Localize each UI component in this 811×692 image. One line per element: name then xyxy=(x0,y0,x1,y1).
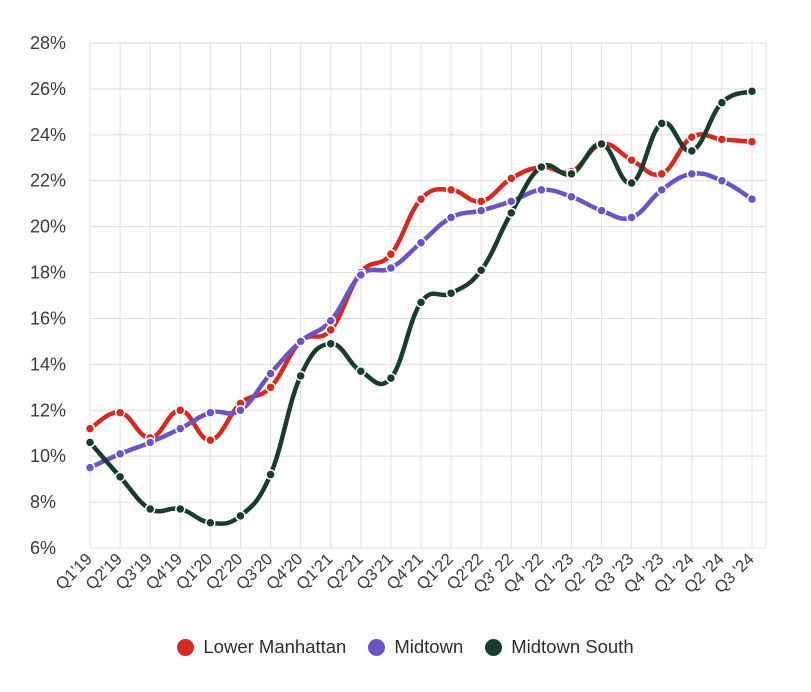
y-tick-label: 20% xyxy=(30,217,66,237)
data-point-midtown-south[interactable] xyxy=(114,471,126,483)
data-point-midtown[interactable] xyxy=(445,212,457,223)
data-point-midtown-south[interactable] xyxy=(205,517,216,528)
data-point-midtown-south[interactable] xyxy=(626,177,637,189)
data-point-midtown[interactable] xyxy=(295,336,306,347)
data-point-midtown-south[interactable] xyxy=(686,145,698,157)
data-point-lower-manhattan[interactable] xyxy=(626,154,637,166)
data-point-midtown[interactable] xyxy=(144,437,156,448)
data-point-midtown[interactable] xyxy=(325,315,336,326)
y-tick-label: 12% xyxy=(30,400,66,420)
data-point-midtown[interactable] xyxy=(114,448,126,460)
y-tick-label: 6% xyxy=(30,538,56,558)
y-tick-label: 18% xyxy=(30,263,66,283)
data-point-midtown[interactable] xyxy=(656,184,667,196)
data-point-midtown-south[interactable] xyxy=(656,118,667,129)
data-point-midtown[interactable] xyxy=(746,193,758,205)
y-tick-label: 22% xyxy=(30,171,66,191)
legend-marker-midtown-south xyxy=(485,638,503,656)
legend-label-midtown: Midtown xyxy=(394,636,464,657)
data-point-midtown-south[interactable] xyxy=(475,265,487,276)
legend-label-midtown-south: Midtown South xyxy=(511,636,634,657)
data-point-midtown-south[interactable] xyxy=(445,287,457,299)
data-point-midtown[interactable] xyxy=(265,368,276,379)
data-point-midtown[interactable] xyxy=(686,168,698,180)
data-point-midtown[interactable] xyxy=(626,212,637,223)
legend-item-midtown-south[interactable]: Midtown South xyxy=(485,636,634,658)
data-point-lower-manhattan[interactable] xyxy=(506,173,517,184)
data-point-midtown-south[interactable] xyxy=(175,503,186,515)
legend-item-midtown[interactable]: Midtown xyxy=(368,636,463,658)
data-point-midtown-south[interactable] xyxy=(84,437,96,448)
data-point-midtown-south[interactable] xyxy=(235,510,246,522)
data-point-midtown-south[interactable] xyxy=(716,97,728,108)
y-tick-label: 28% xyxy=(30,33,66,53)
data-point-midtown[interactable] xyxy=(506,196,517,207)
data-point-lower-manhattan[interactable] xyxy=(656,168,667,180)
data-point-midtown-south[interactable] xyxy=(325,338,336,349)
data-point-midtown[interactable] xyxy=(566,191,577,203)
data-point-midtown[interactable] xyxy=(84,462,96,473)
data-point-lower-manhattan[interactable] xyxy=(84,423,96,434)
series-points xyxy=(84,85,758,528)
data-point-lower-manhattan[interactable] xyxy=(175,405,186,416)
y-tick-label: 8% xyxy=(30,492,56,512)
data-point-midtown[interactable] xyxy=(235,405,246,416)
data-point-lower-manhattan[interactable] xyxy=(114,407,126,418)
data-point-lower-manhattan[interactable] xyxy=(385,248,397,260)
data-point-midtown[interactable] xyxy=(716,175,728,186)
legend-label-lower-manhattan: Lower Manhattan xyxy=(203,636,347,657)
data-point-midtown-south[interactable] xyxy=(536,161,547,173)
data-point-midtown-south[interactable] xyxy=(566,168,577,180)
data-point-midtown[interactable] xyxy=(205,407,216,418)
data-point-midtown-south[interactable] xyxy=(355,366,367,377)
legend-marker-midtown xyxy=(368,638,386,656)
data-point-midtown-south[interactable] xyxy=(144,503,156,515)
data-point-midtown[interactable] xyxy=(596,205,607,216)
data-point-lower-manhattan[interactable] xyxy=(205,434,216,446)
y-axis-tick-labels: 6% 8% 10% 12% 14% 16% 18% 20% 22% 24% 26% 28% xyxy=(30,33,66,558)
y-tick-label: 14% xyxy=(30,354,66,374)
data-point-midtown-south[interactable] xyxy=(295,370,306,382)
data-point-midtown[interactable] xyxy=(385,262,397,274)
data-point-midtown[interactable] xyxy=(175,423,186,434)
legend: Lower Manhattan Midtown Midtown South xyxy=(0,636,811,658)
legend-item-lower-manhattan[interactable]: Lower Manhattan xyxy=(177,636,346,658)
y-tick-label: 16% xyxy=(30,308,66,328)
data-point-midtown-south[interactable] xyxy=(415,297,427,308)
data-point-midtown[interactable] xyxy=(475,205,487,216)
data-point-lower-manhattan[interactable] xyxy=(686,131,698,143)
data-point-lower-manhattan[interactable] xyxy=(445,184,457,196)
data-point-midtown-south[interactable] xyxy=(265,469,276,480)
legend-marker-lower-manhattan xyxy=(177,638,195,656)
data-point-lower-manhattan[interactable] xyxy=(475,196,487,207)
y-tick-label: 24% xyxy=(30,125,66,145)
line-chart: 6% 8% 10% 12% 14% 16% 18% 20% 22% 24% 26% 28% Q1'19… xyxy=(30,33,767,597)
y-tick-label: 26% xyxy=(30,79,66,99)
data-point-midtown-south[interactable] xyxy=(596,138,607,150)
data-point-midtown[interactable] xyxy=(536,184,547,196)
data-point-lower-manhattan[interactable] xyxy=(415,193,427,205)
data-point-lower-manhattan[interactable] xyxy=(716,134,728,145)
data-point-lower-manhattan[interactable] xyxy=(325,324,336,336)
data-point-midtown-south[interactable] xyxy=(746,85,758,97)
x-axis-tick-labels: Q1'19Q2'19Q3'19Q4'19Q1'20Q2'20Q3'20Q4'20… xyxy=(52,550,757,597)
y-tick-label: 10% xyxy=(30,446,66,466)
data-point-midtown-south[interactable] xyxy=(506,207,517,219)
data-point-midtown[interactable] xyxy=(415,237,427,248)
data-point-midtown-south[interactable] xyxy=(385,372,397,384)
data-point-lower-manhattan[interactable] xyxy=(746,136,758,147)
data-point-midtown[interactable] xyxy=(355,269,367,281)
data-point-lower-manhattan[interactable] xyxy=(265,382,276,393)
